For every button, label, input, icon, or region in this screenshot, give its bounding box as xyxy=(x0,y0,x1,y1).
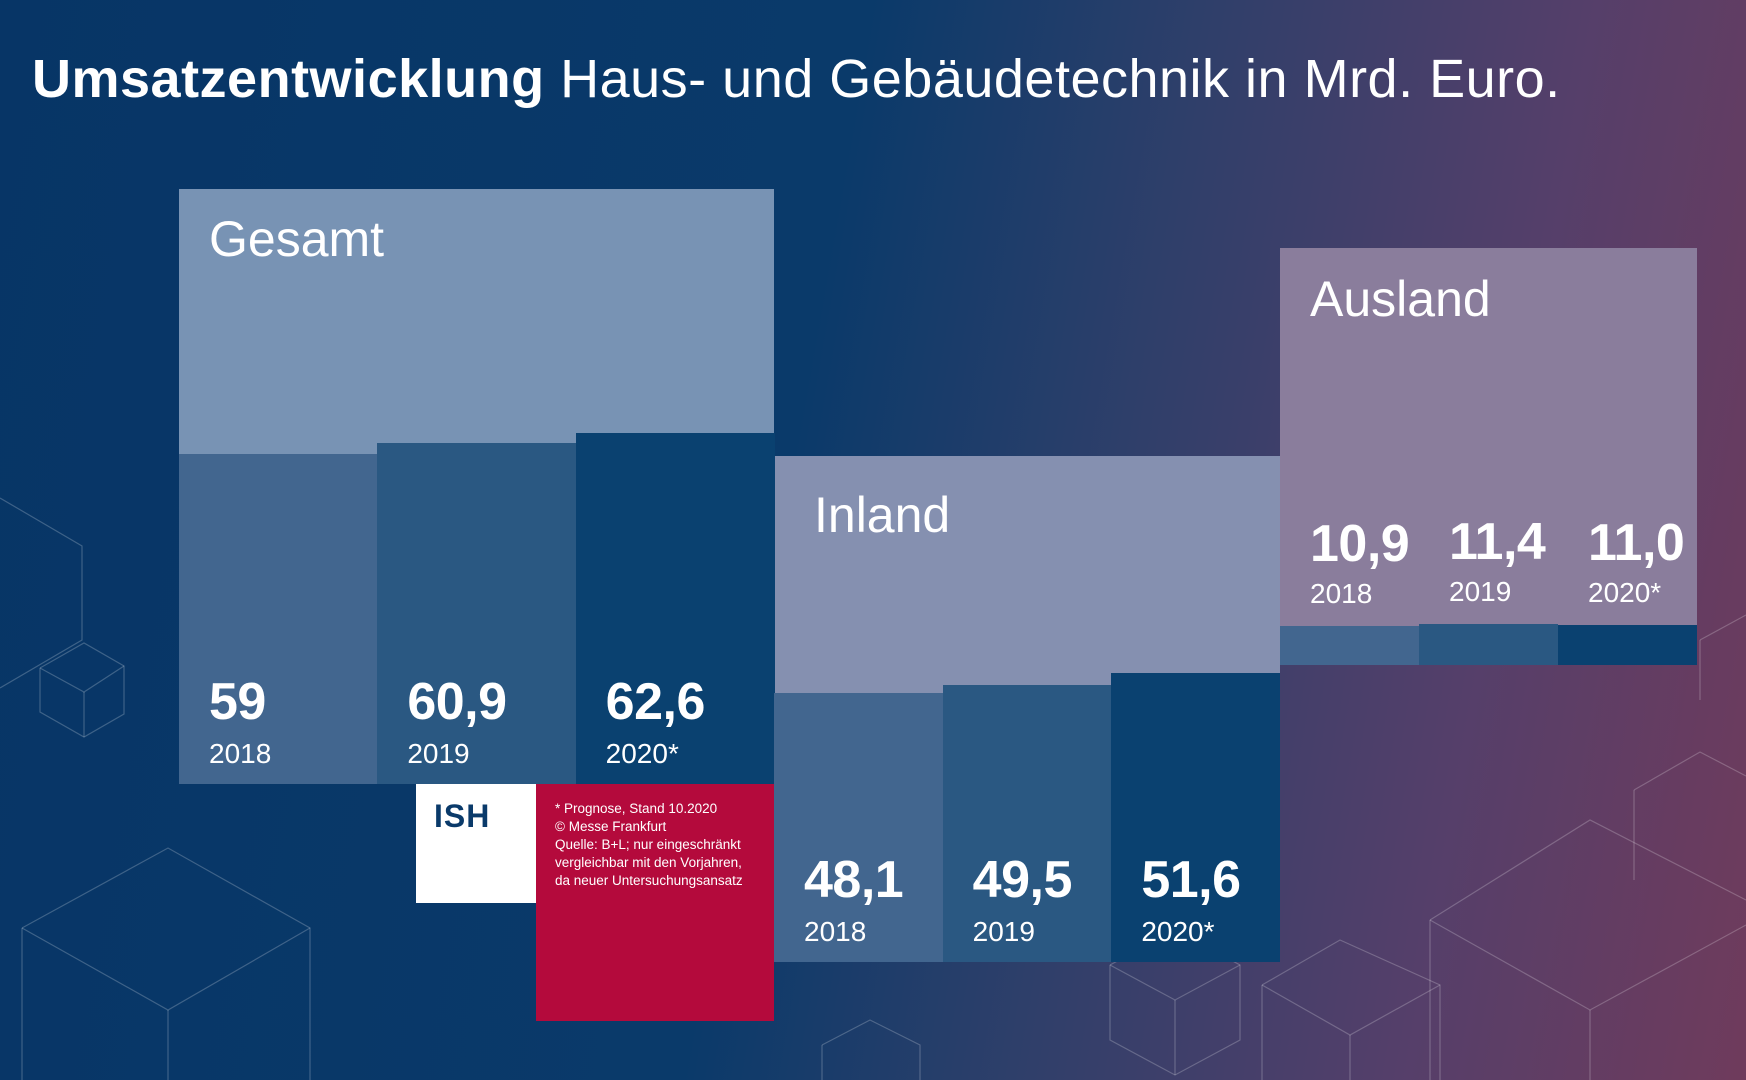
bar-ausland-2018 xyxy=(1280,625,1419,665)
panel-title-inland: Inland xyxy=(814,487,951,543)
value-label-gesamt-2020: 62,6 xyxy=(605,673,706,731)
panel-title-gesamt: Gesamt xyxy=(209,211,385,267)
footnote-line: Quelle: B+L; nur eingeschränkt xyxy=(555,837,741,852)
value-label-inland-2019: 49,5 xyxy=(972,851,1073,909)
chart-title-rest: Haus- und Gebäudetechnik in Mrd. Euro. xyxy=(560,49,1561,109)
bar-ausland-2019 xyxy=(1419,623,1558,665)
value-label-inland-2018: 48,1 xyxy=(804,851,904,909)
bar-gesamt-2019 xyxy=(377,442,577,784)
value-label-gesamt-2019: 60,9 xyxy=(407,673,507,731)
footnote-line: * Prognose, Stand 10.2020 xyxy=(555,801,718,816)
year-label-inland-2018: 2018 xyxy=(804,916,867,947)
year-label-gesamt-2019: 2019 xyxy=(407,738,470,769)
footnote-line: vergleichbar mit den Vorjahren, xyxy=(555,855,742,870)
bar-gesamt-2020 xyxy=(575,433,775,784)
value-label-ausland-2018: 10,9 xyxy=(1310,514,1410,573)
year-label-gesamt-2018: 2018 xyxy=(209,738,272,769)
panel-title-ausland: Ausland xyxy=(1310,271,1491,327)
ish-logo: ISH xyxy=(434,798,491,834)
footnote: * Prognose, Stand 10.2020 © Messe Frankf… xyxy=(555,800,765,890)
year-label-ausland-2020: 2020* xyxy=(1588,577,1662,609)
year-label-ausland-2018: 2018 xyxy=(1310,577,1373,609)
bar-ausland-2020 xyxy=(1558,625,1697,665)
footnote-line: © Messe Frankfurt xyxy=(555,819,667,834)
value-label-inland-2020: 51,6 xyxy=(1141,851,1241,909)
ish-logo-box xyxy=(416,784,536,903)
footnote-line: da neuer Untersuchungsansatz xyxy=(555,873,743,888)
chart-title-bold: Umsatzentwicklung xyxy=(32,49,545,109)
panel-ausland xyxy=(1280,248,1697,665)
chart-title: Umsatzentwicklung Haus- und Gebäudetechn… xyxy=(32,48,1561,110)
year-label-ausland-2019: 2019 xyxy=(1449,575,1512,607)
bar-inland-2020 xyxy=(1111,673,1281,962)
value-label-gesamt-2018: 59 xyxy=(209,673,266,731)
year-label-gesamt-2020: 2020* xyxy=(605,738,679,769)
bar-gesamt-2018 xyxy=(179,453,378,784)
value-label-ausland-2020: 11,0 xyxy=(1588,514,1685,573)
year-label-inland-2019: 2019 xyxy=(972,916,1035,947)
year-label-inland-2020: 2020* xyxy=(1141,916,1215,947)
value-label-ausland-2019: 11,4 xyxy=(1449,512,1546,571)
footnote-box xyxy=(536,784,774,1021)
bar-inland-2019 xyxy=(942,684,1112,962)
bar-inland-2018 xyxy=(774,692,943,962)
